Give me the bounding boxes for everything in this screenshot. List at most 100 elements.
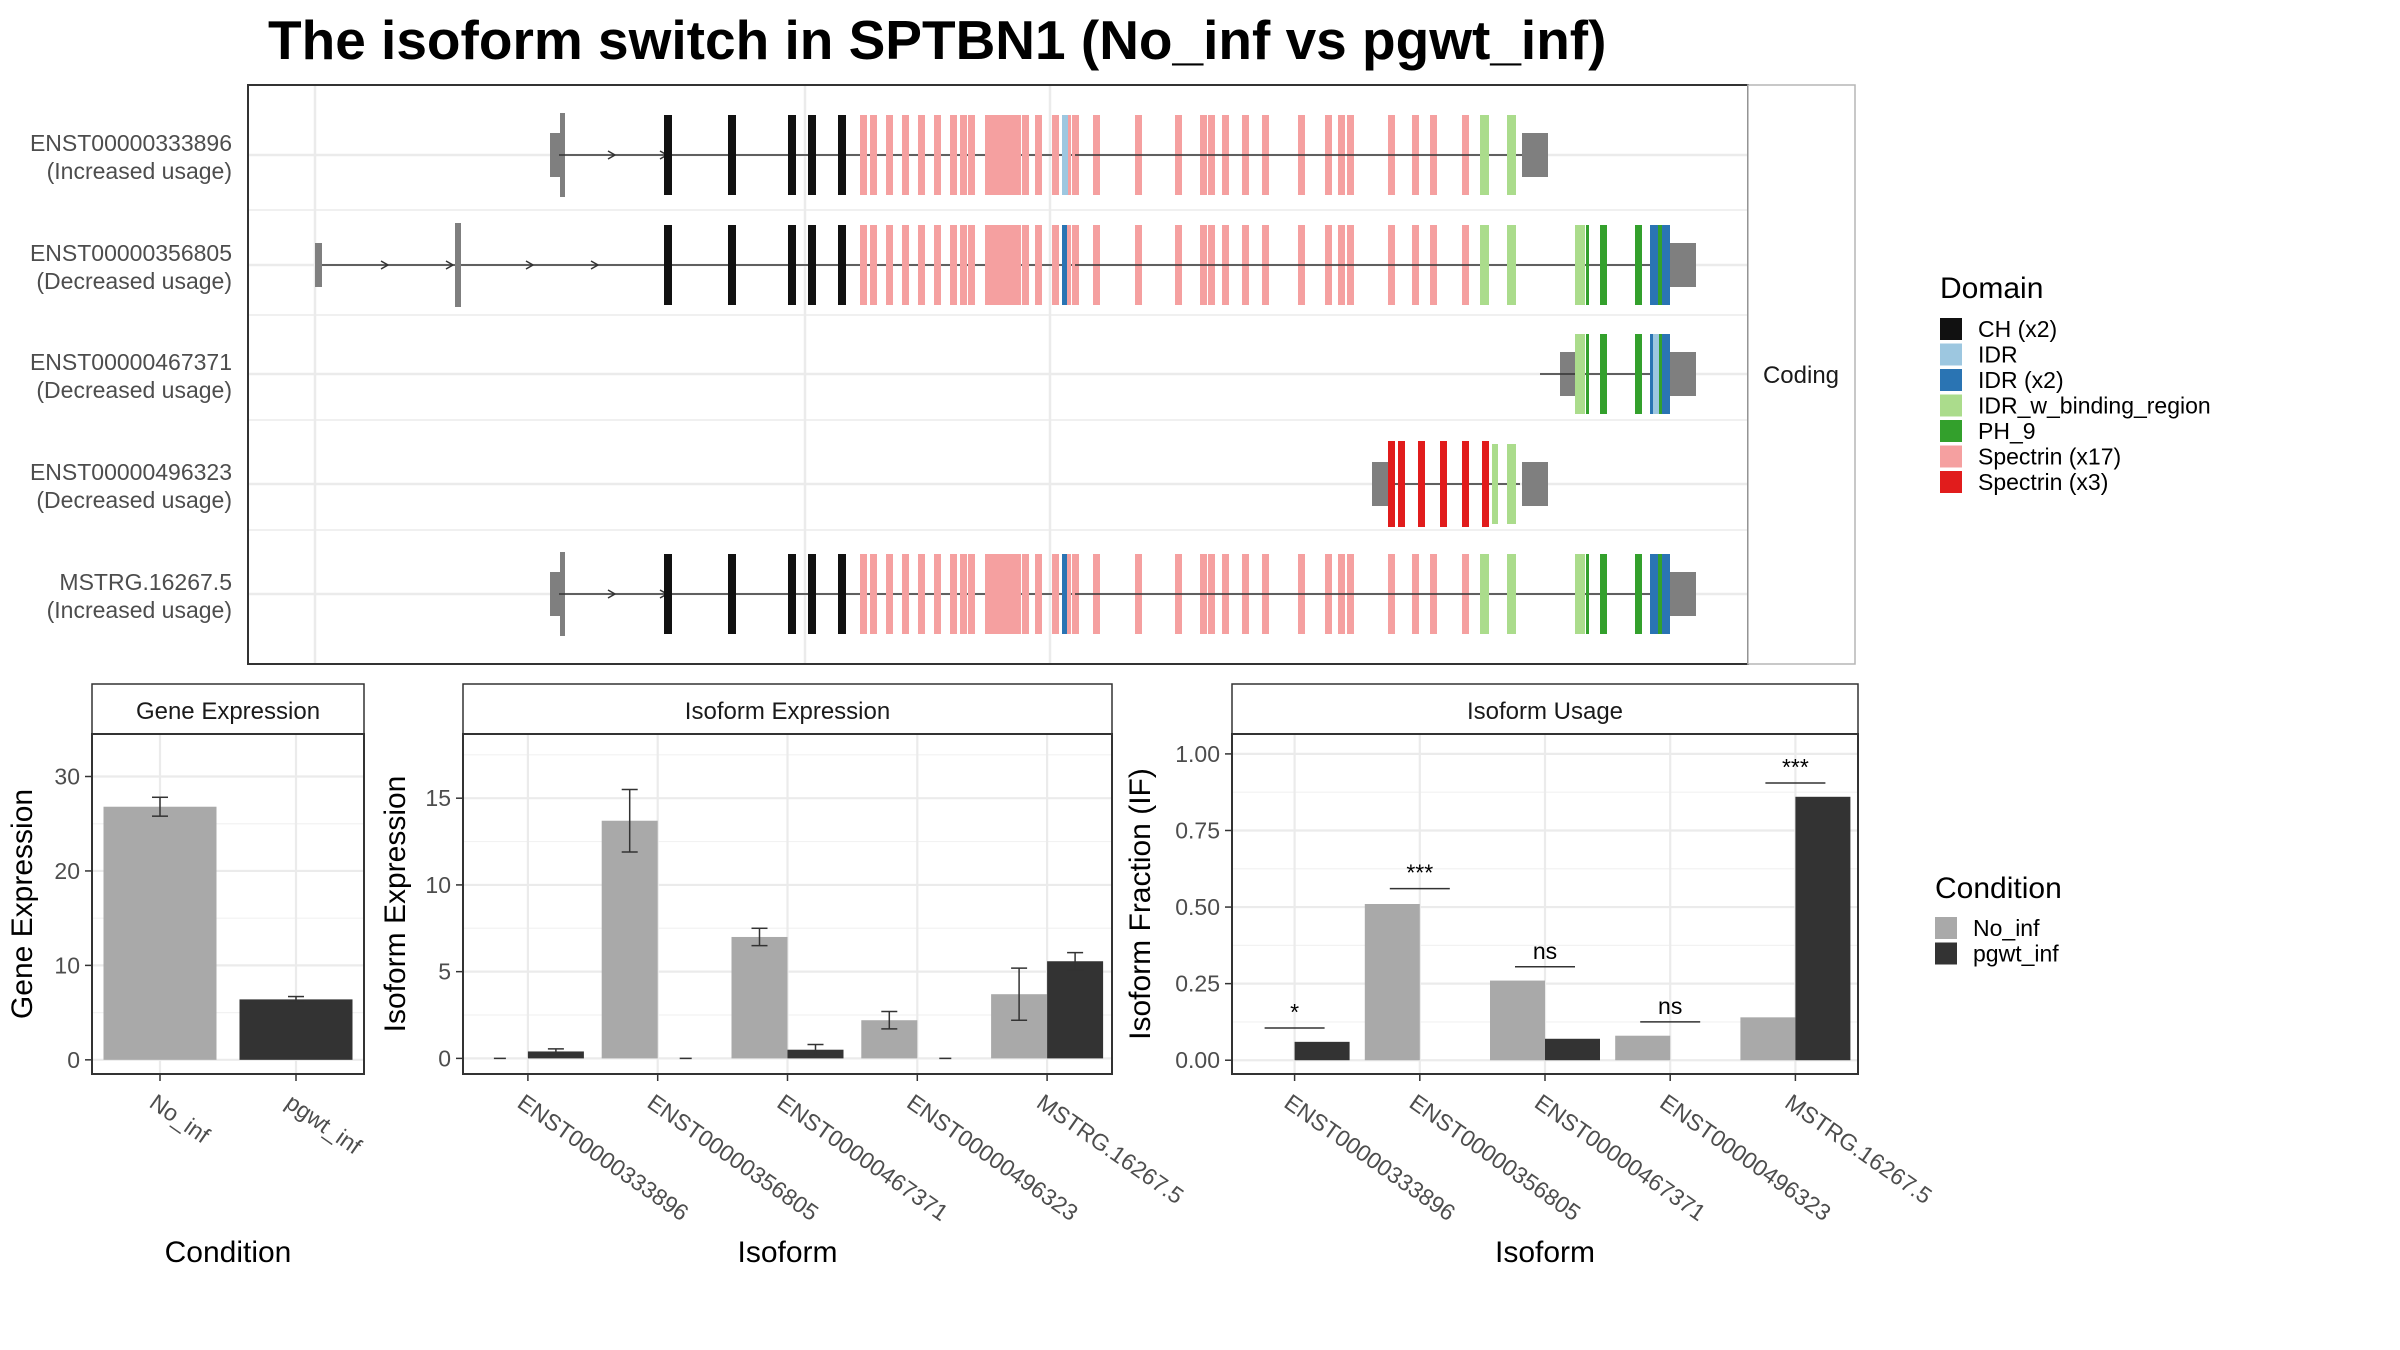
domain-legend-swatch [1940,420,1962,442]
exon-spectrin-domain [870,115,877,195]
exon-spectrin-x3-domain [1482,441,1489,527]
condition-legend-label: pgwt_inf [1973,941,2059,967]
exon-ch-domain [788,115,796,195]
exon-spectrin-domain [918,554,925,634]
exon-spectrin-domain [886,554,893,634]
exon-spectrin-domain [1064,554,1071,634]
y-tick-label: 15 [425,785,451,811]
intron-direction-arrow [380,260,390,270]
isoform-usage-label: (Increased usage) [47,158,232,184]
panel-strip [1231,683,1859,735]
isoform-expression-panel: Isoform Expression051015ENST00000333896E… [379,683,1189,1269]
exon-spectrin-domain [1052,554,1059,634]
exon-spectrin-domain [1014,225,1021,305]
exon-spectrin-domain [968,554,975,634]
exon-spectrin-domain [996,115,1003,195]
y-tick-label: 10 [54,952,80,978]
exon-ph9-domain [1635,554,1642,634]
exon-ch-domain [808,115,816,195]
y-tick-label: 0.50 [1175,894,1220,920]
exon-ch-domain [728,115,736,195]
x-tick-label: pgwt_inf [281,1089,367,1160]
exon-spectrin-domain [960,554,967,634]
exon-idr-binding-domain [1480,115,1489,195]
exon-idr-x2-domain [1662,554,1670,634]
exon-idr-x2-domain [1650,225,1658,305]
exon-spectrin-domain [968,225,975,305]
exon-spectrin-domain [996,225,1003,305]
exon-ch-domain [808,554,816,634]
domain-legend-swatch [1940,471,1962,493]
isoform-usage-label: (Increased usage) [47,597,232,623]
panel-strip [462,683,1113,735]
exon-idr-binding-domain [1492,444,1498,524]
panel-strip-label: Gene Expression [136,698,320,725]
y-tick-label: 30 [54,764,80,790]
exon-spectrin-domain [960,115,967,195]
domain-legend-label: IDR (x2) [1978,367,2064,393]
panel-strip-label: Isoform Expression [685,698,890,725]
exon-spectrin-domain [870,225,877,305]
y-tick-label: 0.25 [1175,971,1220,997]
y-tick-label: 0 [67,1047,80,1073]
y-tick-label: 0.75 [1175,817,1220,843]
domain-legend-label: Spectrin (x3) [1978,469,2108,495]
exon-ph9-domain [1635,334,1642,414]
exon-spectrin-domain [990,225,997,305]
exon-ch-domain [808,225,816,305]
exon-spectrin-x3-domain [1440,441,1447,527]
exon-spectrin-domain [1052,225,1059,305]
utr-exon [455,223,461,307]
domain-legend-label: Spectrin (x17) [1978,444,2121,470]
exon-spectrin-domain [985,115,992,195]
exon-spectrin-domain [1022,554,1029,634]
exon-spectrin-domain [968,115,975,195]
bar [1047,961,1104,1059]
bar [731,936,788,1059]
exon-spectrin-domain [870,554,877,634]
exon-ch-domain [664,554,672,634]
exon-spectrin-domain [1022,115,1029,195]
exon-ch-domain [664,115,672,195]
exon-idr-domain [1062,115,1068,195]
exon-idr-binding-domain [1507,115,1516,195]
condition-legend-label: No_inf [1973,915,2040,941]
utr-exon [550,572,562,616]
significance-label: *** [1782,754,1809,780]
exon-spectrin-domain [990,554,997,634]
exon-spectrin-domain [1014,115,1021,195]
exon-idr-binding-domain [1575,334,1585,414]
exon-idr-x2-domain [1662,225,1670,305]
isoform-usage-label: (Decreased usage) [36,487,232,513]
exon-spectrin-domain [985,554,992,634]
isoform-usage-panel: Isoform Usage****nsns***0.000.250.500.75… [1124,683,1937,1269]
utr-exon [1670,352,1696,396]
exon-ch-domain [838,554,846,634]
exon-idr-binding-domain [1575,225,1585,305]
exon-idr-binding-domain [1575,554,1585,634]
y-tick-label: 0 [438,1045,451,1071]
exon-spectrin-domain [860,554,867,634]
condition-legend-title: Condition [1935,872,2062,905]
bar [1490,980,1545,1061]
y-tick-label: 0.00 [1175,1047,1220,1073]
exon-spectrin-domain [1035,225,1042,305]
x-axis-title: Isoform [1495,1236,1595,1269]
domain-legend-label: IDR [1978,342,2018,368]
coding-strip [1747,84,1856,665]
bar [1294,1041,1350,1061]
figure-title: The isoform switch in SPTBN1 (No_inf vs … [268,9,1607,71]
exon-ph9-domain [1600,225,1607,305]
x-axis-title: Isoform [737,1236,837,1269]
exon-ch-domain [788,554,796,634]
exon-ph9-domain [1656,554,1663,634]
isoform-id-label: ENST00000496323 [30,459,232,485]
utr-exon [1372,462,1390,506]
exon-spectrin-domain [886,225,893,305]
utr-exon [1522,133,1548,177]
isoform-id-label: MSTRG.16267.5 [59,569,232,595]
exon-ch-domain [788,225,796,305]
panel-border [91,733,365,1075]
